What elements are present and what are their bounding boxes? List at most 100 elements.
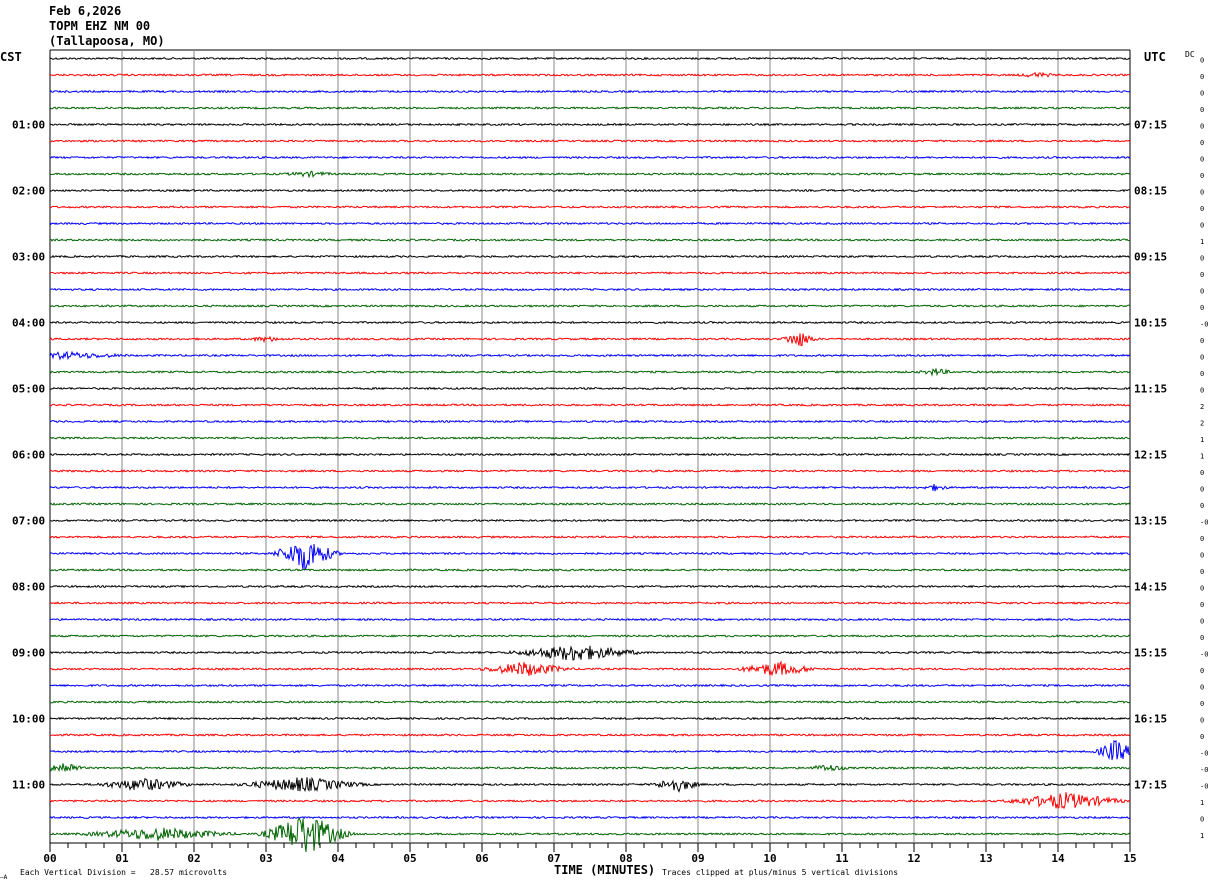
seismic-trace [49, 89, 1131, 94]
dc-offset-value: 2 [1200, 420, 1204, 428]
dc-offset-value: 0 [1200, 205, 1204, 213]
dc-offset-value: 0 [1200, 271, 1204, 279]
seismic-trace [49, 716, 1131, 721]
left-hour-label: 11:00 [12, 779, 45, 792]
seismic-trace [49, 238, 1131, 242]
right-hour-label: 08:15 [1134, 185, 1167, 198]
right-hour-label: 07:15 [1134, 119, 1167, 132]
seismic-trace [49, 733, 1131, 737]
x-tick-label: 09 [691, 852, 704, 865]
clip-note: Traces clipped at plus/minus 5 vertical … [662, 868, 899, 877]
left-hour-label: 08:00 [12, 581, 45, 594]
seismic-trace [49, 502, 1131, 506]
left-hour-label: 10:00 [12, 713, 45, 726]
x-tick-label: 11 [835, 852, 849, 865]
seismic-trace [49, 188, 1131, 193]
seismic-trace [49, 817, 1131, 853]
seismic-trace [49, 763, 1131, 773]
right-hour-label: 09:15 [1134, 251, 1167, 264]
dc-offset-value: 0 [1200, 700, 1204, 708]
dc-offset-value: 0 [1200, 469, 1204, 477]
x-tick-label: 08 [619, 852, 632, 865]
dc-offset-value: 0 [1200, 354, 1204, 362]
x-tick-label: 00 [43, 852, 56, 865]
seismic-trace [49, 617, 1131, 622]
dc-offset-value: 0 [1200, 684, 1204, 692]
right-hour-label: 10:15 [1134, 317, 1167, 330]
dc-offset-value: 0 [1200, 90, 1204, 98]
left-hour-label: 07:00 [12, 515, 45, 528]
dc-offset-value: 0 [1200, 370, 1204, 378]
x-tick-label: 10 [763, 852, 776, 865]
x-tick-label: 01 [115, 852, 129, 865]
station-label: TOPM EHZ NM 00 [49, 19, 151, 33]
dc-offset-value: 0 [1200, 189, 1204, 197]
seismic-trace [49, 271, 1131, 275]
seismic-trace [49, 170, 1131, 179]
seismic-trace [49, 106, 1131, 110]
seismic-trace [49, 543, 1131, 572]
right-hour-label: 16:15 [1134, 713, 1167, 726]
seismic-trace [49, 71, 1131, 79]
dc-offset-value: 0 [1200, 288, 1204, 296]
dc-label: DC [1185, 50, 1195, 59]
left-hour-label: 05:00 [12, 383, 45, 396]
x-tick-label: 04 [331, 852, 345, 865]
seismic-trace [49, 484, 1131, 492]
dc-offset-value: 0 [1200, 733, 1204, 741]
dc-offset-value: -0 [1200, 750, 1208, 758]
seismic-trace [49, 368, 1131, 377]
seismic-trace [49, 535, 1131, 539]
x-tick-label: 05 [403, 852, 416, 865]
dc-offset-value: 0 [1200, 601, 1204, 609]
dc-offset-value: 0 [1200, 552, 1204, 560]
dc-offset-value: 0 [1200, 123, 1204, 131]
dc-offset-value: 0 [1200, 255, 1204, 263]
seismic-trace [49, 386, 1131, 391]
x-tick-label: 14 [1051, 852, 1065, 865]
right-hour-label: 15:15 [1134, 647, 1167, 660]
dc-offset-value: -0 [1200, 519, 1208, 527]
dc-offset-value: 0 [1200, 816, 1204, 824]
dc-offset-value: 0 [1200, 667, 1204, 675]
seismic-trace [49, 221, 1131, 226]
dc-offset-value: 0 [1200, 304, 1204, 312]
seismic-trace [49, 740, 1130, 761]
left-hour-label: 04:00 [12, 317, 45, 330]
seismic-trace [49, 205, 1131, 209]
right-hour-label: 13:15 [1134, 515, 1167, 528]
dc-offset-value: 0 [1200, 634, 1204, 642]
seismic-trace [49, 792, 1131, 810]
seismic-trace [49, 469, 1131, 473]
x-tick-label: 15 [1123, 852, 1136, 865]
right-hour-label: 11:15 [1134, 383, 1167, 396]
dc-offset-value: 2 [1200, 403, 1204, 411]
dc-offset-value: 0 [1200, 502, 1204, 510]
dc-offset-value: 1 [1200, 832, 1204, 840]
dc-offset-value: 0 [1200, 535, 1204, 543]
location-label: (Tallapoosa, MO) [49, 34, 165, 48]
date-label: Feb 6,2026 [49, 4, 122, 18]
left-hour-label: 09:00 [12, 647, 45, 660]
dc-offset-value: 0 [1200, 486, 1204, 494]
x-axis-title: TIME (MINUTES) [554, 863, 656, 877]
dc-offset-value: 0 [1200, 585, 1204, 593]
dc-offset-value: 1 [1200, 453, 1204, 461]
left-hour-label: 02:00 [12, 185, 45, 198]
x-tick-label: 02 [187, 852, 200, 865]
seismic-trace [49, 122, 1131, 127]
dc-offset-value: 0 [1200, 337, 1204, 345]
seismic-trace [49, 139, 1131, 143]
x-tick-label: 03 [259, 852, 272, 865]
seismic-trace [49, 518, 1131, 523]
seismic-trace [49, 568, 1131, 572]
dc-offset-value: 0 [1200, 618, 1204, 626]
dc-offset-value: 0 [1200, 717, 1204, 725]
seismic-trace [49, 333, 1131, 347]
seismic-trace [49, 287, 1131, 292]
seismic-trace [49, 634, 1131, 638]
seismic-trace [49, 304, 1131, 308]
dc-offset-value: -0 [1200, 766, 1208, 774]
dc-offset-value: -0 [1200, 783, 1208, 791]
